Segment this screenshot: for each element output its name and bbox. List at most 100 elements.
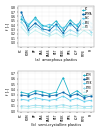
Line: PP: PP (20, 107, 92, 109)
PTFE (21, 105, 22, 107)
PEI (62, 37, 64, 38)
PA6 (35, 93, 36, 94)
PTFE (28, 105, 29, 107)
PVC (76, 24, 78, 25)
PTFE (48, 105, 50, 107)
POM (69, 94, 71, 96)
PEEK (42, 98, 43, 100)
PMMA (90, 27, 92, 28)
PC (48, 27, 50, 28)
PMMA (56, 24, 57, 25)
PEEK (35, 97, 36, 98)
Line: PEI: PEI (20, 27, 92, 38)
Line: PEEK: PEEK (20, 95, 92, 102)
PEEK (69, 99, 71, 101)
PC (35, 17, 36, 18)
POM (83, 95, 85, 97)
X-axis label: (a)  amorphous plastics: (a) amorphous plastics (35, 58, 77, 62)
PC (62, 29, 64, 30)
PC (76, 25, 78, 27)
PP (21, 107, 22, 109)
Y-axis label: f [-]: f [-] (6, 88, 10, 95)
PTFE (76, 104, 78, 106)
PTFE (90, 105, 92, 107)
PEEK (90, 99, 92, 101)
PVC (42, 26, 43, 28)
PP (28, 108, 29, 109)
Legend: POM, PA6, PEEK, PTFE, PP: POM, PA6, PEEK, PTFE, PP (82, 72, 93, 95)
PVC (28, 24, 29, 25)
POM (21, 92, 22, 93)
PA6 (56, 94, 57, 96)
PP (69, 108, 71, 109)
Line: PVC: PVC (20, 16, 92, 28)
PC (83, 15, 85, 16)
PA6 (76, 93, 78, 95)
PEI (28, 34, 29, 36)
POM (35, 90, 36, 91)
PA6 (28, 95, 29, 97)
PP (48, 108, 50, 109)
X-axis label: (b)  semi-crystalline plastics: (b) semi-crystalline plastics (31, 123, 81, 127)
PEI (35, 30, 36, 31)
PVC (90, 25, 92, 27)
PEEK (62, 95, 64, 97)
PC (42, 24, 43, 26)
PTFE (56, 105, 57, 107)
Line: PSU: PSU (20, 21, 92, 36)
PP (42, 107, 43, 109)
PP (90, 108, 92, 109)
PSU (62, 34, 64, 36)
PC (90, 22, 92, 24)
PVC (62, 27, 64, 28)
POM (90, 93, 92, 95)
PSU (76, 32, 78, 34)
Line: PA6: PA6 (20, 92, 92, 98)
PEI (83, 30, 85, 31)
POM (56, 92, 57, 93)
PSU (90, 31, 92, 33)
PA6 (62, 92, 64, 93)
PTFE (69, 105, 71, 107)
PA6 (21, 94, 22, 96)
PMMA (62, 32, 64, 34)
PEI (42, 33, 43, 35)
PSU (42, 30, 43, 31)
PMMA (69, 22, 71, 24)
PVC (35, 18, 36, 19)
PMMA (48, 30, 50, 31)
PEI (48, 35, 50, 37)
POM (76, 90, 78, 91)
PSU (35, 25, 36, 27)
PMMA (83, 18, 85, 19)
PVC (69, 24, 71, 26)
PA6 (83, 97, 85, 98)
PMMA (42, 28, 43, 30)
PVC (21, 16, 22, 17)
PEEK (83, 101, 85, 102)
Y-axis label: f [-]: f [-] (6, 23, 10, 30)
PEI (56, 32, 57, 34)
PP (62, 107, 64, 108)
PMMA (76, 29, 78, 30)
PVC (48, 24, 50, 25)
PA6 (42, 94, 43, 96)
PEEK (21, 98, 22, 100)
PTFE (62, 104, 64, 105)
PEEK (56, 98, 57, 100)
PTFE (42, 105, 43, 107)
PVC (56, 25, 57, 27)
PC (69, 19, 71, 21)
POM (28, 93, 29, 95)
PA6 (48, 95, 50, 97)
PC (21, 18, 22, 19)
Line: PMMA: PMMA (20, 11, 92, 34)
PEI (76, 35, 78, 37)
PEI (69, 33, 71, 35)
PA6 (90, 95, 92, 97)
PTFE (35, 104, 36, 106)
PP (83, 108, 85, 109)
PC (28, 25, 29, 27)
PEI (21, 27, 22, 28)
Legend: PC, PMMA, PVC, PSU, PEI: PC, PMMA, PVC, PSU, PEI (81, 7, 93, 30)
